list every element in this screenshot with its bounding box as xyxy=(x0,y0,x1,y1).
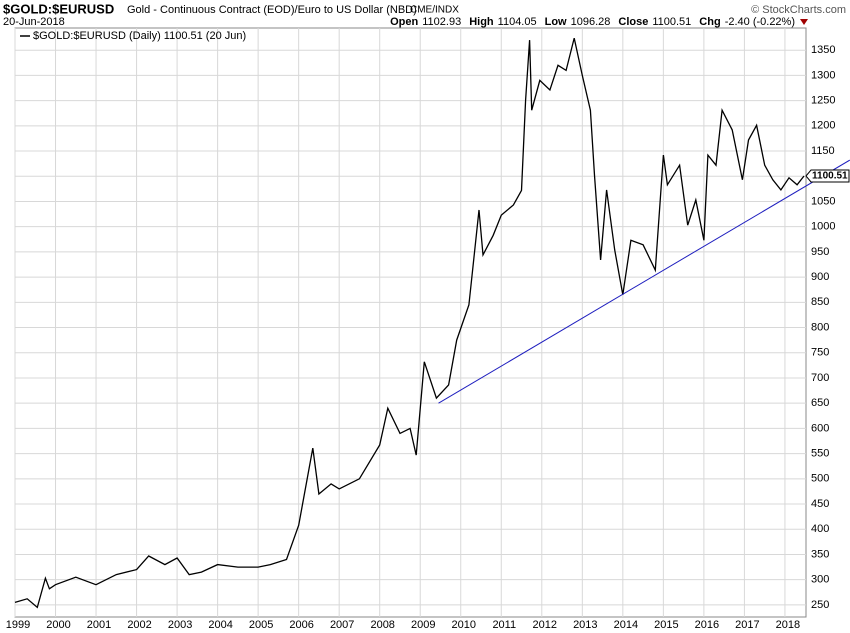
x-tick-label: 2018 xyxy=(776,619,800,631)
quote-value: -2.40 (-0.22%) xyxy=(725,16,795,28)
quote: Open 1102.93 High 1104.05 Low 1096.28 Close 110… xyxy=(390,16,795,28)
y-tick-label: 350 xyxy=(811,548,829,560)
quote-label: Chg xyxy=(699,16,720,28)
marks xyxy=(14,37,850,609)
y-tick-label: 700 xyxy=(811,372,829,384)
legend: $GOLD:$EURUSD (Daily) 1100.51 (20 Jun) xyxy=(33,30,246,42)
x-tick-label: 2016 xyxy=(695,619,719,631)
y-tick-label: 1200 xyxy=(811,120,835,132)
y-tick-label: 1250 xyxy=(811,95,835,107)
exchange: CME/INDX xyxy=(410,5,459,16)
x-tick-label: 2005 xyxy=(249,619,273,631)
x-tick-label: 2002 xyxy=(127,619,151,631)
last-value-box xyxy=(805,169,850,183)
y-tick-label: 600 xyxy=(811,422,829,434)
trendline xyxy=(438,159,850,404)
quote-value: 1100.51 xyxy=(652,16,691,28)
quote-value: 1096.28 xyxy=(571,16,611,28)
price-line xyxy=(14,37,805,609)
x-tick-label: 2012 xyxy=(533,619,557,631)
quote-label: Open xyxy=(390,16,418,28)
last-value-label: 1100.51 xyxy=(812,171,848,182)
symbol: $GOLD:$EURUSD xyxy=(3,1,114,16)
x-tick-label: 2007 xyxy=(330,619,354,631)
date: 20-Jun-2018 xyxy=(3,16,65,28)
x-tick-label: 1999 xyxy=(6,619,30,631)
x-tick-label: 2001 xyxy=(87,619,111,631)
y-tick-label: 500 xyxy=(811,473,829,485)
y-tick-label: 1150 xyxy=(811,145,835,157)
plot-frame xyxy=(14,27,807,618)
change-arrow xyxy=(800,19,808,25)
quote-value: 1102.93 xyxy=(422,16,461,28)
x-tick-label: 2014 xyxy=(614,619,638,631)
quote-label: Close xyxy=(618,16,648,28)
y-tick-label: 550 xyxy=(811,448,829,460)
x-tick-label: 2006 xyxy=(289,619,313,631)
quote-label: Low xyxy=(545,16,567,28)
y-tick-label: 950 xyxy=(811,246,829,258)
x-tick-label: 2015 xyxy=(654,619,678,631)
y-tick-label: 900 xyxy=(811,271,829,283)
x-tick-label: 2008 xyxy=(370,619,394,631)
copyright: © StockCharts.com xyxy=(751,4,846,16)
x-tick-label: 2000 xyxy=(46,619,70,631)
y-tick-label: 300 xyxy=(811,574,829,586)
x-tick-label: 2009 xyxy=(411,619,435,631)
y-tick-label: 1050 xyxy=(811,195,835,207)
y-tick-label: 400 xyxy=(811,523,829,535)
y-tick-label: 250 xyxy=(811,599,829,611)
grid xyxy=(14,28,806,617)
quote-label: High xyxy=(469,16,494,28)
x-tick-label: 2004 xyxy=(208,619,232,631)
quote-value: 1104.05 xyxy=(498,16,537,28)
description: Gold - Continuous Contract (EOD)/Euro to… xyxy=(127,4,417,16)
x-tick-label: 2003 xyxy=(168,619,192,631)
y-tick-label: 750 xyxy=(811,347,829,359)
y-tick-label: 850 xyxy=(811,296,829,308)
x-tick-label: 2011 xyxy=(492,619,516,631)
y-tick-label: 1350 xyxy=(811,44,835,56)
x-tick-label: 2013 xyxy=(573,619,597,631)
x-tick-label: 2017 xyxy=(735,619,759,631)
y-tick-label: 800 xyxy=(811,321,829,333)
y-tick-label: 650 xyxy=(811,397,829,409)
x-tick-label: 2010 xyxy=(452,619,476,631)
y-tick-label: 450 xyxy=(811,498,829,510)
y-tick-label: 1000 xyxy=(811,221,835,233)
y-tick-label: 1300 xyxy=(811,69,835,81)
